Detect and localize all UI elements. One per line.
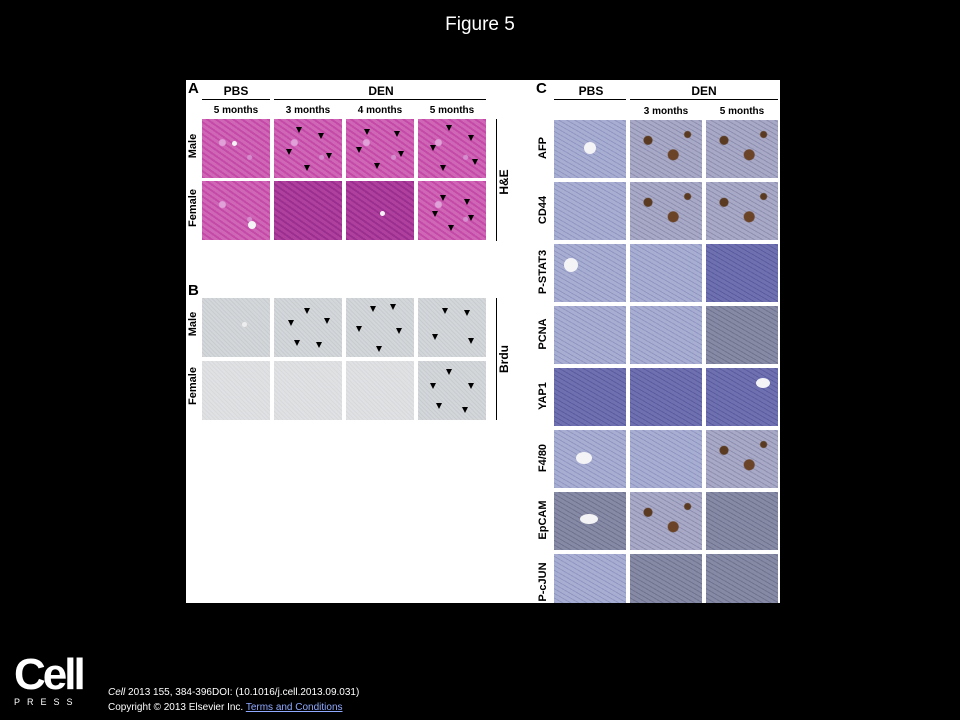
panel-c-group-den: DEN <box>691 84 717 98</box>
panel-a-stain-label: H&E <box>497 169 511 195</box>
citation-details: 2013 155, 384-396DOI: (10.1016/j.cell.20… <box>125 687 360 698</box>
panel-a-group-den: DEN <box>368 84 394 98</box>
ihc-afp-den-5m <box>706 120 778 178</box>
ihc-pcna-den-3m <box>630 306 702 364</box>
panel-b-stain-label: Brdu <box>497 345 511 373</box>
logo-press-text: PRESS <box>14 697 80 707</box>
he-female-den-3m <box>274 181 342 240</box>
brdu-female-pbs <box>202 361 270 420</box>
ihc-p-stat3-pbs <box>554 244 626 302</box>
marker-afp: AFP <box>537 137 549 159</box>
marker-yap1: YAP1 <box>537 382 549 410</box>
panel-a-col-1: 5 months <box>213 105 259 116</box>
figure-5-panel: A PBS DEN 5 months 3 months 4 months 5 m… <box>186 80 780 603</box>
copyright-line: Copyright © 2013 Elsevier Inc. Terms and… <box>108 702 343 713</box>
brdu-female-den-4m <box>346 361 414 420</box>
ihc-f4-80-den-5m <box>706 430 778 488</box>
he-female-den-4m <box>346 181 414 240</box>
brdu-female-den-5m <box>418 361 486 420</box>
panel-a-pbs-rule <box>202 99 270 100</box>
panel-a-col-3: 4 months <box>357 105 403 116</box>
brdu-male-den-4m <box>346 298 414 357</box>
panel-c-letter: C <box>536 80 547 97</box>
panel-a-row-male: Male <box>187 133 199 159</box>
ihc-yap1-den-3m <box>630 368 702 426</box>
marker-epcam: EpCAM <box>537 500 549 540</box>
panel-b-row-male: Male <box>187 311 199 337</box>
panel-c-group-pbs: PBS <box>578 84 604 98</box>
panel-a-stain-bracket <box>496 119 497 241</box>
ihc-cd44-den-5m <box>706 182 778 240</box>
panel-c-col-1: 3 months <box>643 106 689 117</box>
brdu-male-den-3m <box>274 298 342 357</box>
panel-b-row-female: Female <box>187 367 199 405</box>
ihc-p-stat3-den-3m <box>630 244 702 302</box>
ihc-cd44-pbs <box>554 182 626 240</box>
ihc-pcna-pbs <box>554 306 626 364</box>
he-male-den-4m <box>346 119 414 178</box>
he-male-pbs <box>202 119 270 178</box>
ihc-p-cjun-pbs <box>554 554 626 603</box>
terms-link[interactable]: Terms and Conditions <box>245 702 343 713</box>
ihc-p-stat3-den-5m <box>706 244 778 302</box>
ihc-epcam-pbs <box>554 492 626 550</box>
ihc-yap1-den-5m <box>706 368 778 426</box>
panel-b-letter: B <box>188 282 199 299</box>
he-male-den-3m <box>274 119 342 178</box>
panel-c-col-2: 5 months <box>719 106 765 117</box>
panel-b-stain-bracket <box>496 298 497 420</box>
ihc-yap1-pbs <box>554 368 626 426</box>
panel-c-den-rule <box>630 99 778 100</box>
marker-cd44: CD44 <box>537 195 549 225</box>
panel-a-letter: A <box>188 80 199 97</box>
he-female-pbs <box>202 181 270 240</box>
brdu-male-pbs <box>202 298 270 357</box>
slide-title: Figure 5 <box>445 14 515 35</box>
ihc-f4-80-pbs <box>554 430 626 488</box>
ihc-afp-pbs <box>554 120 626 178</box>
ihc-afp-den-3m <box>630 120 702 178</box>
panel-c-pbs-rule <box>554 99 626 100</box>
brdu-female-den-3m <box>274 361 342 420</box>
ihc-pcna-den-5m <box>706 306 778 364</box>
brdu-male-den-5m <box>418 298 486 357</box>
panel-a-col-4: 5 months <box>429 105 475 116</box>
marker-pcna: PCNA <box>537 318 549 350</box>
he-female-den-5m <box>418 181 486 240</box>
he-male-den-5m <box>418 119 486 178</box>
marker-f4-80: F4/80 <box>537 443 549 473</box>
panel-a-group-pbs: PBS <box>223 84 249 98</box>
ihc-p-cjun-den-5m <box>706 554 778 603</box>
copyright-text: Copyright © 2013 Elsevier Inc. <box>108 702 246 713</box>
cell-press-logo: Cell PRESS <box>14 650 86 708</box>
ihc-cd44-den-3m <box>630 182 702 240</box>
ihc-f4-80-den-3m <box>630 430 702 488</box>
marker-p-stat3: P-STAT3 <box>537 249 549 295</box>
ihc-epcam-den-3m <box>630 492 702 550</box>
citation-journal: Cell <box>108 687 126 698</box>
citation-line: Cell 2013 155, 384-396DOI: (10.1016/j.ce… <box>108 687 359 698</box>
marker-p-cjun: P-cJUN <box>537 562 549 602</box>
logo-cell-text: Cell <box>14 650 86 699</box>
ihc-epcam-den-5m <box>706 492 778 550</box>
panel-a-row-female: Female <box>187 189 199 227</box>
ihc-p-cjun-den-3m <box>630 554 702 603</box>
panel-a-den-rule <box>274 99 486 100</box>
panel-a-col-2: 3 months <box>285 105 331 116</box>
